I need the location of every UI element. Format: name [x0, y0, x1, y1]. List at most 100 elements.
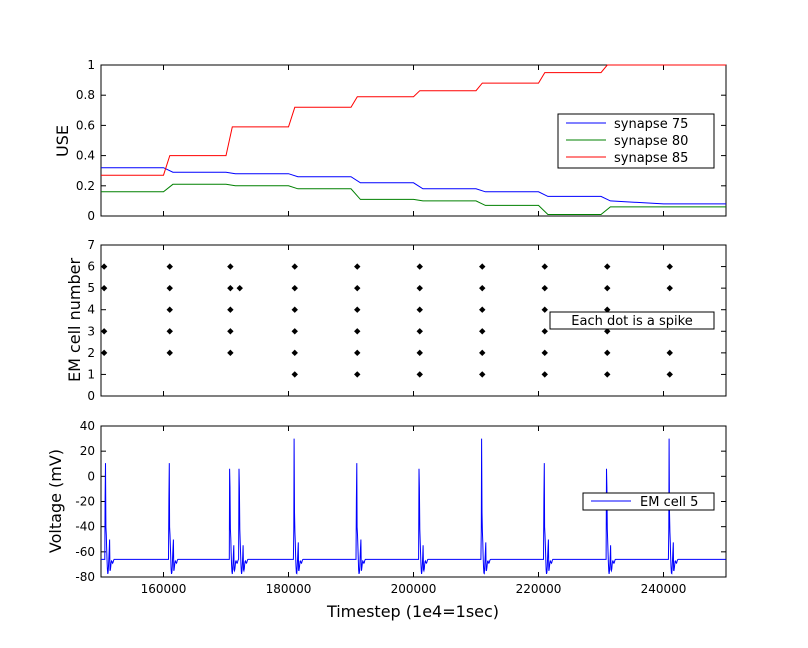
annotation-text: Each dot is a spike	[571, 314, 692, 329]
spike-dot	[227, 349, 234, 357]
spike-dot	[166, 263, 173, 270]
spike-dot	[666, 263, 673, 270]
y-tick-label: -20	[75, 495, 95, 509]
spike-dot	[541, 328, 548, 335]
spike-dot	[666, 371, 673, 378]
spike-dot	[416, 349, 423, 357]
legend-label-synapse-80: synapse 80	[614, 134, 688, 149]
y-tick-label: 0.6	[76, 118, 95, 132]
spike-dot	[227, 263, 234, 270]
spike-dot	[416, 328, 423, 335]
y-tick-label: 0.4	[76, 149, 95, 163]
y-tick-label: 3	[87, 324, 95, 338]
spike-dot	[666, 349, 673, 357]
spike-dot	[604, 349, 611, 357]
y-tick-label: 0	[87, 389, 95, 403]
spike-dot	[166, 349, 173, 357]
spike-dot	[479, 328, 486, 335]
spike-dot	[416, 306, 423, 313]
series-line-synapse-75	[101, 167, 726, 205]
spike-dot	[291, 349, 298, 357]
y-tick-label: 20	[80, 444, 95, 458]
spike-dot	[100, 328, 108, 335]
raster-axis-label: EM cell number	[65, 258, 84, 382]
x-tick-label: 180000	[266, 582, 312, 596]
spike-dot	[541, 284, 548, 292]
spike-dot	[479, 349, 486, 357]
spike-dot	[604, 371, 611, 378]
y-tick-label: 7	[87, 238, 95, 252]
spike-dot	[604, 263, 611, 270]
y-tick-label: 4	[87, 303, 95, 317]
voltage-panel: -80 -60 -40 -20 0 20 40 160000 180000 200000 22000…	[75, 419, 727, 596]
spike-dot	[100, 263, 108, 270]
y-tick-label: 0.8	[76, 88, 95, 102]
spike-dot	[227, 306, 234, 313]
legend-label-synapse-85: synapse 85	[614, 151, 688, 166]
spike-dot	[479, 263, 486, 270]
y-tick-label: 40	[80, 419, 95, 433]
legend-label-synapse-75: synapse 75	[614, 117, 688, 132]
spike-dot	[604, 328, 611, 335]
spike-dot	[354, 349, 361, 357]
spike-dot	[604, 306, 611, 313]
y-tick-label: -80	[75, 570, 95, 584]
y-tick-label: 1	[87, 367, 95, 381]
spike-dot	[416, 284, 423, 292]
y-tick-label: -40	[75, 520, 95, 534]
y-tick-label: 0	[87, 469, 95, 483]
x-tick-label: 200000	[391, 582, 437, 596]
series-line-EM-cell-5	[101, 438, 726, 575]
legend-label-em-cell-5: EM cell 5	[640, 495, 698, 510]
spike-dot	[604, 284, 611, 292]
voltage-axis-label: Voltage (mV)	[46, 449, 65, 553]
use-axis-label: USE	[53, 125, 72, 157]
spike-dot	[354, 328, 361, 335]
y-tick-label: 0.2	[76, 179, 95, 193]
spike-dot	[291, 284, 298, 292]
spike-dot	[227, 284, 234, 292]
voltage-legend: EM cell 5	[582, 492, 715, 511]
spike-dot	[479, 284, 486, 292]
spike-dot	[416, 263, 423, 270]
spike-dot	[541, 371, 548, 378]
use-legend: synapse 75 synapse 80 synapse 85	[557, 113, 715, 169]
y-tick-label: 5	[87, 281, 95, 295]
x-tick-label: 240000	[641, 582, 687, 596]
raster-annotation: Each dot is a spike	[549, 311, 715, 330]
spike-dot	[479, 306, 486, 313]
spike-dot	[416, 371, 423, 378]
spike-dot	[291, 371, 298, 378]
spike-dot	[354, 284, 361, 292]
spike-dot	[166, 306, 173, 313]
spike-dot	[236, 284, 243, 292]
spike-dot	[354, 371, 361, 378]
spike-dot	[166, 284, 173, 292]
spike-dot	[227, 328, 234, 335]
spike-dot	[541, 263, 548, 270]
x-axis-label: Timestep (1e4=1sec)	[326, 602, 499, 621]
spike-dot	[291, 263, 298, 270]
y-tick-label: 2	[87, 346, 95, 360]
y-tick-label: -60	[75, 545, 95, 559]
spike-dot	[291, 306, 298, 313]
y-tick-label: 6	[87, 260, 95, 274]
series-line-synapse-85	[101, 64, 726, 176]
spike-dot	[354, 306, 361, 313]
x-tick-label: 160000	[141, 582, 187, 596]
spike-dot	[100, 284, 108, 292]
raster-panel: 0 1 2 3 4 5 6 7	[87, 238, 727, 403]
spike-dot	[479, 371, 486, 378]
y-tick-label: 1	[87, 58, 95, 72]
series-line-synapse-80	[101, 183, 726, 215]
spike-dot	[541, 349, 548, 357]
spike-dot	[100, 349, 108, 357]
use-panel: 0 0.2 0.4 0.6 0.8 1	[76, 58, 727, 223]
spike-dot	[354, 263, 361, 270]
spike-dot	[541, 306, 548, 313]
spike-dot	[166, 328, 173, 335]
x-tick-label: 220000	[516, 582, 562, 596]
spike-dot	[291, 328, 298, 335]
y-tick-label: 0	[87, 209, 95, 223]
